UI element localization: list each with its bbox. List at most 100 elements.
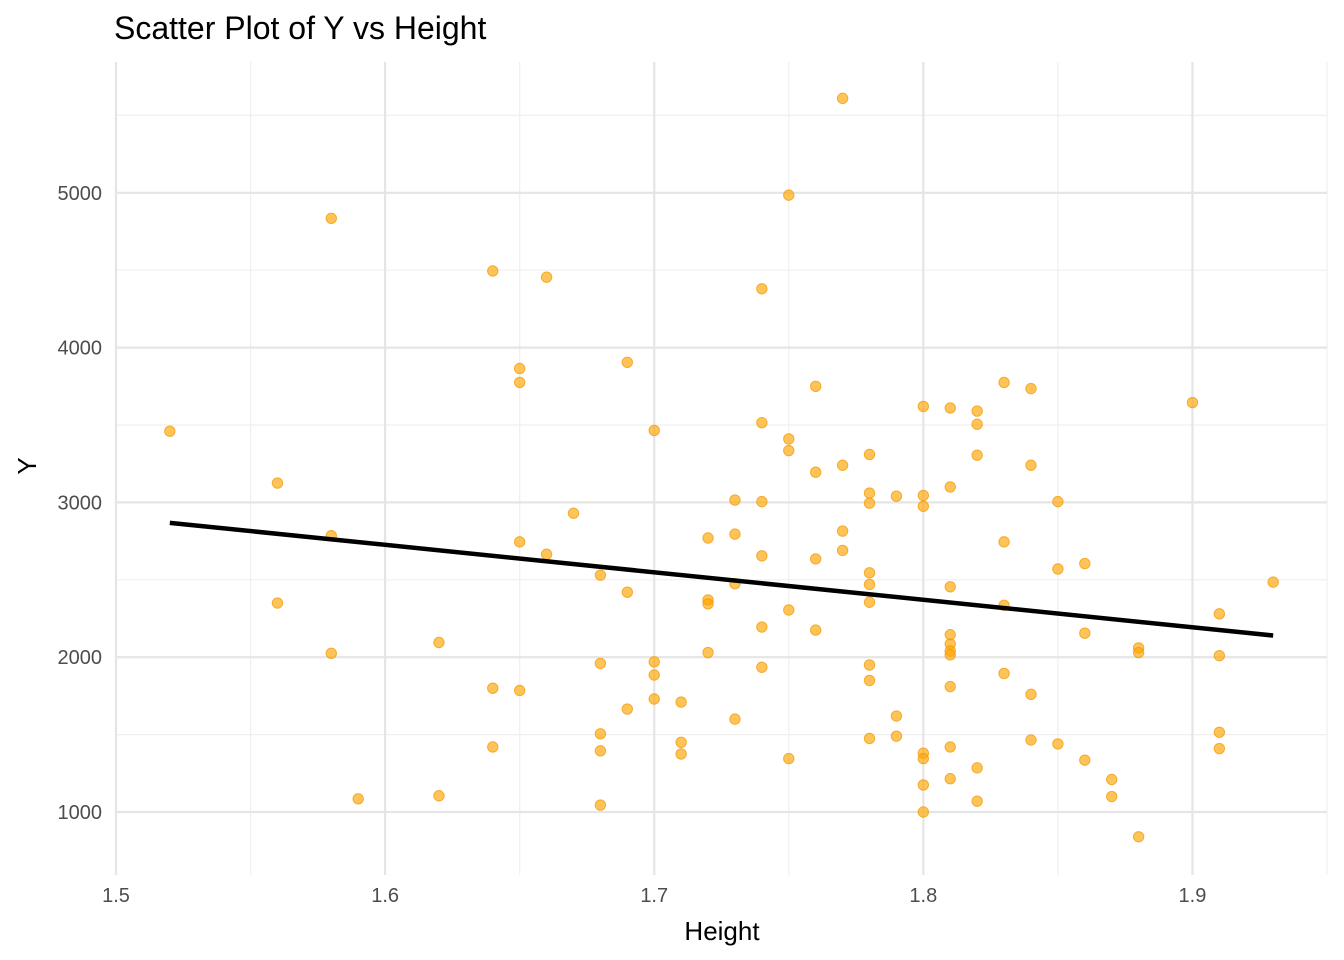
scatter-point (621, 356, 634, 369)
major-grid-vertical (114, 62, 1194, 875)
scatter-point (1267, 576, 1279, 588)
scatter-point (352, 793, 364, 805)
scatter-point (1052, 495, 1064, 508)
scatter-point (809, 624, 822, 636)
scatter-point (863, 487, 876, 499)
scatter-point (890, 730, 903, 742)
scatter-point (594, 569, 607, 581)
scatter-point (1025, 459, 1037, 471)
scatter-point (1079, 627, 1091, 639)
y-axis-title: Y (12, 457, 42, 474)
scatter-point (756, 283, 768, 295)
x-tick-label: 1.6 (371, 885, 399, 907)
scatter-point (729, 528, 741, 540)
scatter-point (729, 494, 741, 506)
scatter-point (1052, 563, 1064, 575)
scatter-point (513, 362, 526, 375)
scatter-point (271, 597, 284, 609)
trend-line (169, 520, 1274, 638)
scatter-point (1213, 742, 1226, 755)
x-axis-tick-labels: 1.5 1.6 1.7 1.8 1.9 (102, 885, 1206, 907)
scatter-point (621, 703, 634, 715)
scatter-point (1025, 734, 1037, 746)
scatter-point (756, 661, 768, 673)
scatter-point (1079, 754, 1091, 766)
scatter-point (648, 693, 660, 705)
scatter-point (917, 500, 930, 512)
scatter-point (783, 189, 795, 201)
scatter-point (648, 656, 660, 668)
scatter-point (1106, 790, 1118, 803)
scatter-point (540, 271, 553, 283)
scatter-point (863, 732, 876, 745)
y-axis-tick-labels: 1000 2000 3000 4000 5000 (58, 183, 103, 824)
scatter-point (783, 444, 795, 457)
scatter-point (1132, 646, 1145, 659)
scatter-point (675, 748, 687, 760)
scatter-point (971, 405, 983, 417)
scatter-point (756, 416, 768, 429)
scatter-point (594, 799, 607, 811)
scatter-point (702, 646, 714, 659)
scatter-point (648, 424, 660, 437)
scatter-point (863, 567, 876, 579)
scatter-point (487, 682, 499, 694)
scatter-point (702, 532, 714, 544)
scatter-point (863, 596, 876, 608)
scatter-point (890, 710, 903, 722)
scatter-point (1025, 688, 1037, 701)
scatter-point (863, 659, 876, 671)
scatter-point (594, 728, 607, 740)
scatter-point (513, 536, 526, 548)
scatter-point (1052, 738, 1064, 750)
scatter-point (594, 657, 607, 670)
y-tick-label: 3000 (58, 492, 103, 514)
scatter-point (621, 586, 634, 598)
scatter-point (1079, 557, 1091, 570)
scatter-point (971, 418, 983, 430)
data-points (164, 92, 1279, 843)
scatter-point (863, 448, 876, 461)
scatter-point (836, 92, 849, 105)
scatter-point (836, 459, 849, 471)
scatter-point (433, 636, 445, 649)
scatter-point (971, 795, 983, 807)
major-grid-horizontal (116, 191, 1327, 814)
scatter-point (729, 713, 741, 725)
scatter-point (836, 525, 849, 537)
scatter-point (1213, 608, 1226, 620)
scatter-point (513, 376, 526, 389)
x-tick-label: 1.8 (909, 885, 937, 907)
x-tick-label: 1.7 (640, 885, 668, 907)
scatter-point (863, 674, 876, 687)
scatter-point (513, 684, 526, 697)
scatter-point (1132, 831, 1145, 843)
scatter-point (487, 741, 499, 753)
scatter-point (809, 380, 822, 392)
x-tick-label: 1.9 (1179, 885, 1207, 907)
scatter-point (944, 741, 956, 753)
y-tick-label: 2000 (58, 647, 103, 669)
scatter-point (917, 489, 930, 502)
scatter-point (809, 466, 822, 478)
scatter-point (917, 400, 930, 413)
scatter-point (164, 425, 176, 437)
scatter-point (271, 477, 284, 489)
scatter-point (998, 536, 1010, 548)
scatter-point (944, 581, 956, 593)
scatter-point (836, 544, 849, 557)
trend-line-group (169, 520, 1274, 638)
scatter-point (1025, 382, 1037, 395)
scatter-point (756, 495, 768, 508)
scatter-point (567, 507, 580, 519)
scatter-point (675, 696, 687, 708)
x-tick-label: 1.5 (102, 885, 130, 907)
scatter-point (890, 490, 903, 502)
scatter-point (863, 497, 876, 509)
scatter-point (702, 598, 714, 610)
y-tick-label: 1000 (58, 802, 103, 824)
scatter-point (594, 745, 607, 757)
scatter-point (863, 578, 876, 591)
scatter-point (917, 752, 930, 765)
